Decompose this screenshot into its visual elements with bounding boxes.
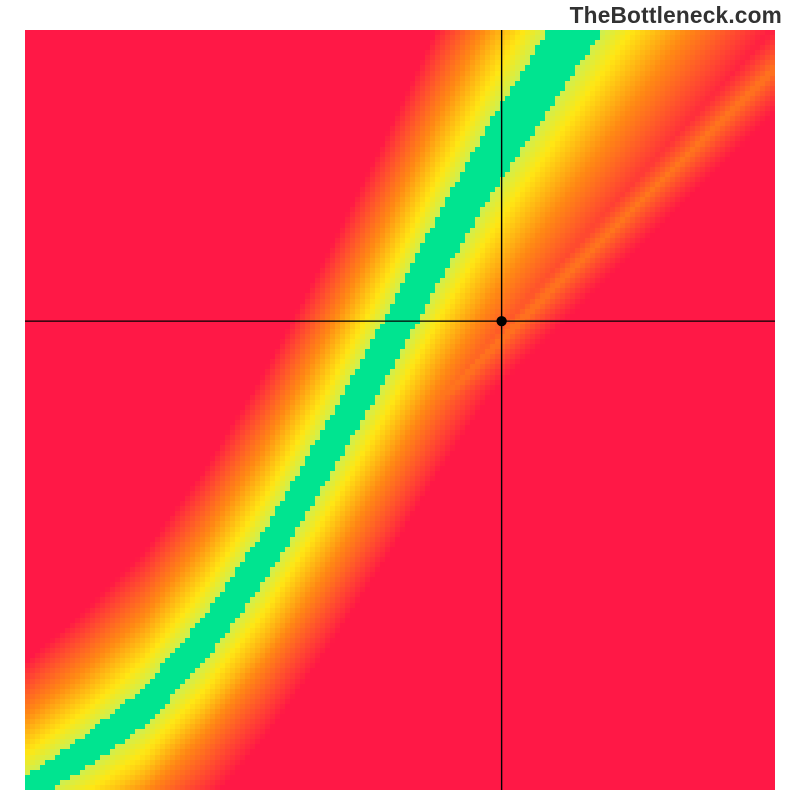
- bottleneck-heatmap: [0, 0, 800, 800]
- watermark-text: TheBottleneck.com: [570, 2, 782, 29]
